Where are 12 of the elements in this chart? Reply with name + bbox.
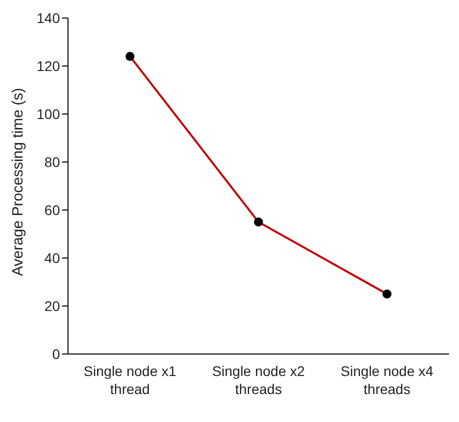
y-tick-label: 60: [44, 202, 60, 218]
x-tick-label: Single node x1 thread: [84, 363, 177, 397]
x-tick-label: Single node x2 threads: [212, 363, 306, 397]
y-tick-label: 40: [44, 250, 60, 266]
x-tick-label: Single node x4 threads: [340, 363, 434, 397]
y-tick-label: 140: [36, 10, 60, 26]
y-tick-label: 120: [36, 58, 60, 74]
y-tick-label: 80: [44, 154, 60, 170]
y-tick-label: 100: [36, 106, 60, 122]
y-axis-title: Average Processing time (s): [9, 88, 26, 276]
y-tick-label: 0: [52, 346, 60, 362]
y-tick-label: 20: [44, 298, 60, 314]
